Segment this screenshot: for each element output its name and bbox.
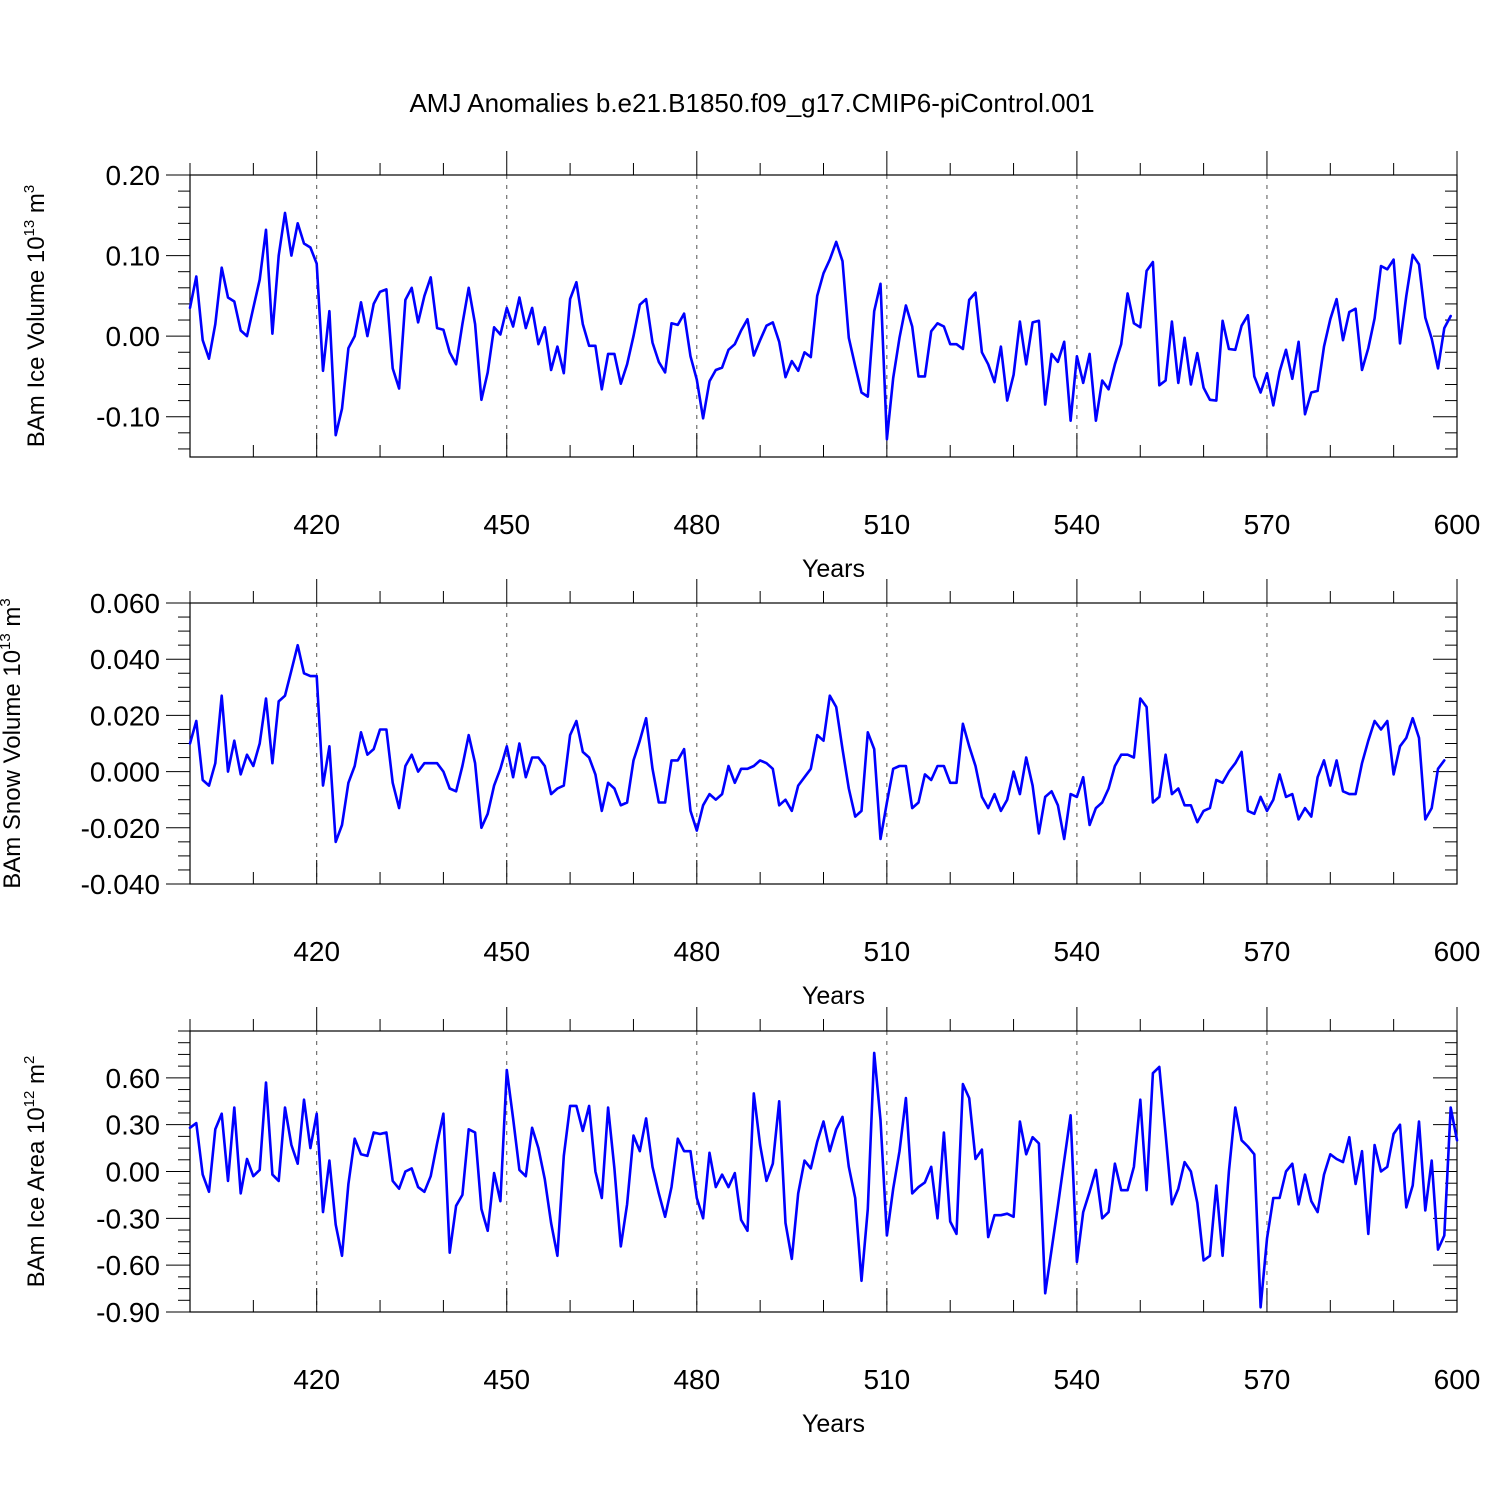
- panel-snow-volume: -0.040 -0.020 0.000 0.020 0.040 0.060 420 450 48…: [0, 579, 1480, 1010]
- xtick-label: 420: [293, 1364, 340, 1395]
- ytick-label: 0.30: [106, 1110, 161, 1141]
- ytick-label: 0.10: [106, 241, 161, 272]
- xtick-label: 570: [1244, 509, 1291, 540]
- xtick-label: 420: [293, 936, 340, 967]
- y-axis-title: BAm Snow Volume 1013 m3: [0, 598, 26, 889]
- y-axis-title-unit: m: [23, 1064, 50, 1091]
- xtick-label: 570: [1244, 1364, 1291, 1395]
- xtick-label: 510: [863, 1364, 910, 1395]
- ytick-label: 0.020: [90, 700, 160, 731]
- x-axis-title: Years: [802, 982, 865, 1010]
- panel-ice-area: -0.90 -0.60 -0.30 0.00 0.30 0.60 420 450 480 510 5…: [21, 1007, 1480, 1438]
- y-axis-title-unit: m: [23, 193, 50, 220]
- xtick-label: 600: [1434, 1364, 1481, 1395]
- xtick-label: 480: [673, 936, 720, 967]
- ytick-label: -0.040: [81, 869, 160, 900]
- ytick-label: -0.10: [96, 402, 160, 433]
- xtick-label: 540: [1054, 509, 1101, 540]
- y-axis-title: BAm Ice Area 1012 m2: [21, 1056, 50, 1288]
- ytick-label: 0.040: [90, 644, 160, 675]
- x-axis-title: Years: [802, 555, 865, 583]
- xtick-label: 480: [673, 509, 720, 540]
- panel-ice-volume: -0.10 0.00 0.10 0.20 420 450 480 510 540 570 600 Ye…: [21, 151, 1480, 583]
- y-axis-title-text: BAm Snow Volume 10: [0, 650, 26, 889]
- xtick-label: 570: [1244, 936, 1291, 967]
- y-axis-title-exponent: 12: [21, 1091, 38, 1108]
- ytick-label: 0.20: [106, 160, 161, 191]
- y-axis-title-unit-exponent: 3: [0, 598, 14, 606]
- xtick-label: 510: [863, 509, 910, 540]
- ytick-label: -0.90: [96, 1297, 160, 1328]
- y-axis-title-exponent: 13: [0, 633, 14, 650]
- xtick-label: 540: [1054, 936, 1101, 967]
- ytick-label: 0.00: [106, 1157, 161, 1188]
- xtick-label: 510: [863, 936, 910, 967]
- y-axis-title-exponent: 13: [21, 220, 38, 237]
- xtick-label: 450: [483, 936, 530, 967]
- y-axis-title-unit: m: [0, 607, 26, 634]
- y-axis-title-text: BAm Ice Area 10: [23, 1107, 50, 1287]
- y-axis-title-unit-exponent: 2: [21, 1056, 38, 1064]
- ytick-label: -0.60: [96, 1250, 160, 1281]
- ytick-label: -0.30: [96, 1203, 160, 1234]
- y-axis-title: BAm Ice Volume 1013 m3: [21, 185, 50, 447]
- ytick-label: -0.020: [81, 813, 160, 844]
- xtick-label: 450: [483, 509, 530, 540]
- figure-title: AMJ Anomalies b.e21.B1850.f09_g17.CMIP6-…: [409, 88, 1094, 118]
- ytick-label: 0.00: [106, 321, 161, 352]
- x-axis-title: Years: [802, 1410, 865, 1438]
- y-axis-title-unit-exponent: 3: [21, 185, 38, 193]
- xtick-label: 600: [1434, 936, 1481, 967]
- xtick-label: 480: [673, 1364, 720, 1395]
- xtick-label: 420: [293, 509, 340, 540]
- series-line-snow-volume: [188, 643, 1446, 844]
- series-line-ice-volume: [188, 211, 1452, 441]
- xtick-label: 540: [1054, 1364, 1101, 1395]
- ytick-label: 0.000: [90, 757, 160, 788]
- xtick-label: 600: [1434, 509, 1481, 540]
- ytick-label: 0.60: [106, 1063, 161, 1094]
- xtick-label: 450: [483, 1364, 530, 1395]
- series-line-ice-area: [188, 1051, 1459, 1309]
- ytick-label: 0.060: [90, 588, 160, 619]
- y-axis-title-text: BAm Ice Volume 10: [23, 236, 50, 447]
